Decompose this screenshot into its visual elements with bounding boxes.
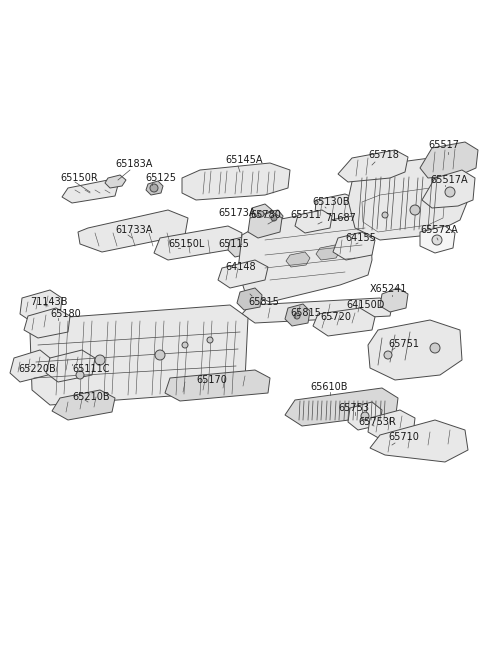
Circle shape <box>294 313 300 319</box>
Polygon shape <box>370 420 468 462</box>
Polygon shape <box>315 194 360 220</box>
Text: 65220B: 65220B <box>18 364 56 374</box>
Polygon shape <box>285 388 398 426</box>
Text: 65517: 65517 <box>428 140 459 150</box>
Text: 65183A: 65183A <box>115 159 152 169</box>
Text: 65210B: 65210B <box>72 392 109 402</box>
Circle shape <box>271 215 277 221</box>
Polygon shape <box>286 252 310 267</box>
Polygon shape <box>368 320 462 380</box>
Text: 65115: 65115 <box>218 239 249 249</box>
Circle shape <box>182 342 188 348</box>
Text: 65815: 65815 <box>248 297 279 307</box>
Text: 71687: 71687 <box>325 213 356 223</box>
Text: 65720: 65720 <box>320 312 351 322</box>
Circle shape <box>430 343 440 353</box>
Polygon shape <box>146 181 163 195</box>
Polygon shape <box>348 402 382 430</box>
Polygon shape <box>420 226 455 253</box>
Polygon shape <box>313 308 375 336</box>
Circle shape <box>410 205 420 215</box>
Polygon shape <box>295 210 332 233</box>
Circle shape <box>445 187 455 197</box>
Polygon shape <box>338 150 408 182</box>
Polygon shape <box>250 204 272 223</box>
Text: 65517A: 65517A <box>430 175 468 185</box>
Circle shape <box>150 184 158 192</box>
Polygon shape <box>62 180 118 203</box>
Polygon shape <box>368 410 415 440</box>
Text: 65718: 65718 <box>368 150 399 160</box>
Polygon shape <box>46 350 95 382</box>
Text: 65173A: 65173A <box>218 208 255 218</box>
Polygon shape <box>218 260 268 288</box>
Circle shape <box>95 355 105 365</box>
Polygon shape <box>154 226 242 260</box>
Text: 71143B: 71143B <box>30 297 68 307</box>
Text: 65710: 65710 <box>388 432 419 442</box>
Polygon shape <box>165 370 270 401</box>
Text: 65753: 65753 <box>338 403 369 413</box>
Polygon shape <box>422 170 475 208</box>
Circle shape <box>382 212 388 218</box>
Text: 65111C: 65111C <box>72 364 109 374</box>
Text: 65150R: 65150R <box>60 173 98 183</box>
Text: 65780: 65780 <box>250 210 281 220</box>
Text: 65753R: 65753R <box>358 417 396 427</box>
Polygon shape <box>248 212 282 238</box>
Text: 64155: 64155 <box>345 233 376 243</box>
Circle shape <box>258 211 264 217</box>
Circle shape <box>207 337 213 343</box>
Polygon shape <box>316 245 340 260</box>
Polygon shape <box>182 163 290 200</box>
Circle shape <box>155 350 165 360</box>
Text: 65150L: 65150L <box>168 239 204 249</box>
Text: 61733A: 61733A <box>115 225 152 235</box>
Text: 65180: 65180 <box>50 309 81 319</box>
Polygon shape <box>380 288 408 312</box>
Text: 65815: 65815 <box>290 308 321 318</box>
Text: 65125: 65125 <box>145 173 176 183</box>
Text: 65145A: 65145A <box>225 155 263 165</box>
Polygon shape <box>24 308 70 338</box>
Polygon shape <box>242 298 392 323</box>
Polygon shape <box>78 210 188 252</box>
Polygon shape <box>420 142 478 178</box>
Polygon shape <box>238 208 372 302</box>
Polygon shape <box>333 232 375 260</box>
Polygon shape <box>52 390 115 420</box>
Text: 65751: 65751 <box>388 339 419 349</box>
Text: X65241: X65241 <box>370 284 408 294</box>
Polygon shape <box>228 236 255 257</box>
Polygon shape <box>348 158 468 240</box>
Text: 65170: 65170 <box>196 375 227 385</box>
Polygon shape <box>105 175 126 188</box>
Circle shape <box>361 412 369 420</box>
Text: 65130B: 65130B <box>312 197 349 207</box>
Polygon shape <box>237 288 262 310</box>
Polygon shape <box>285 304 310 326</box>
Text: 65511: 65511 <box>290 210 321 220</box>
Polygon shape <box>266 210 283 226</box>
Text: 64148: 64148 <box>225 262 256 272</box>
Text: 65610B: 65610B <box>310 382 348 392</box>
Polygon shape <box>10 350 50 382</box>
Polygon shape <box>30 305 248 405</box>
Text: 65572A: 65572A <box>420 225 458 235</box>
Circle shape <box>384 351 392 359</box>
Polygon shape <box>20 290 62 322</box>
Circle shape <box>432 235 442 245</box>
Circle shape <box>76 371 84 379</box>
Text: 64150D: 64150D <box>346 300 384 310</box>
